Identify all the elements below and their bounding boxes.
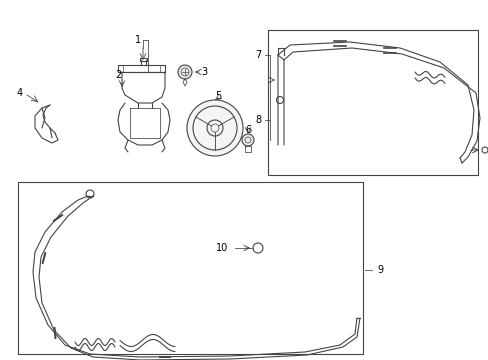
Text: 1: 1 xyxy=(135,35,141,45)
Text: 7: 7 xyxy=(254,50,261,60)
Text: 5: 5 xyxy=(214,91,221,101)
Text: 3: 3 xyxy=(201,67,206,77)
Circle shape xyxy=(186,100,243,156)
Text: 10: 10 xyxy=(215,243,228,253)
Circle shape xyxy=(242,134,253,146)
Bar xyxy=(267,30,477,175)
Text: 4: 4 xyxy=(17,88,23,98)
Text: 9: 9 xyxy=(376,265,382,275)
Text: 6: 6 xyxy=(244,125,250,135)
Circle shape xyxy=(193,106,237,150)
Text: 2: 2 xyxy=(115,70,121,80)
Bar xyxy=(18,182,362,354)
Text: 8: 8 xyxy=(254,115,261,125)
Circle shape xyxy=(206,120,223,136)
Circle shape xyxy=(178,65,192,79)
